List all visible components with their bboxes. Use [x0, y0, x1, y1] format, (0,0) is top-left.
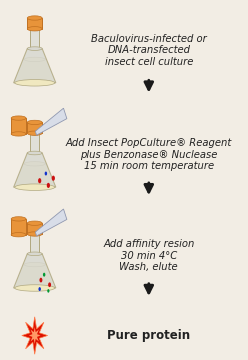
Polygon shape — [30, 133, 39, 153]
Polygon shape — [29, 327, 40, 344]
Text: Baculovirus-infected or
DNA-transfected
insect cell culture: Baculovirus-infected or DNA-transfected … — [91, 34, 207, 67]
Polygon shape — [16, 59, 54, 81]
Ellipse shape — [27, 151, 42, 155]
Ellipse shape — [43, 273, 45, 277]
Ellipse shape — [24, 162, 45, 166]
Ellipse shape — [11, 116, 26, 120]
Ellipse shape — [11, 233, 26, 237]
Ellipse shape — [27, 221, 42, 225]
Ellipse shape — [38, 178, 41, 183]
Ellipse shape — [45, 172, 47, 176]
Ellipse shape — [47, 289, 49, 293]
Ellipse shape — [52, 176, 55, 181]
Ellipse shape — [30, 131, 39, 135]
Ellipse shape — [15, 285, 55, 291]
Ellipse shape — [27, 16, 42, 20]
Polygon shape — [14, 153, 56, 187]
Polygon shape — [16, 164, 54, 185]
Ellipse shape — [27, 47, 42, 50]
Text: Pure protein: Pure protein — [107, 329, 190, 342]
Ellipse shape — [27, 131, 42, 135]
Ellipse shape — [30, 232, 39, 236]
Ellipse shape — [38, 287, 41, 291]
Ellipse shape — [24, 262, 45, 267]
Ellipse shape — [11, 132, 26, 136]
Ellipse shape — [47, 183, 50, 188]
Polygon shape — [30, 234, 39, 254]
Text: Add Insect PopCulture® Reagent
plus Benzonase® Nuclease
15 min room temperature: Add Insect PopCulture® Reagent plus Benz… — [66, 138, 232, 171]
Polygon shape — [14, 254, 56, 288]
Ellipse shape — [27, 120, 42, 125]
Polygon shape — [16, 265, 54, 286]
Polygon shape — [27, 18, 42, 29]
Polygon shape — [27, 223, 42, 234]
Ellipse shape — [11, 217, 26, 221]
Polygon shape — [27, 122, 42, 133]
Ellipse shape — [30, 27, 39, 31]
Ellipse shape — [15, 80, 55, 86]
Ellipse shape — [27, 27, 42, 31]
Ellipse shape — [27, 252, 42, 256]
Polygon shape — [11, 118, 26, 134]
Ellipse shape — [15, 184, 55, 190]
Ellipse shape — [48, 282, 51, 287]
Polygon shape — [35, 209, 67, 236]
Ellipse shape — [24, 57, 45, 62]
Ellipse shape — [27, 232, 42, 236]
Ellipse shape — [39, 278, 42, 283]
Polygon shape — [11, 219, 26, 235]
Polygon shape — [14, 49, 56, 83]
Polygon shape — [35, 108, 67, 135]
Polygon shape — [22, 317, 48, 354]
Polygon shape — [30, 29, 39, 49]
Text: Add affinity resion
30 min 4°C
Wash, elute: Add affinity resion 30 min 4°C Wash, elu… — [103, 239, 194, 272]
